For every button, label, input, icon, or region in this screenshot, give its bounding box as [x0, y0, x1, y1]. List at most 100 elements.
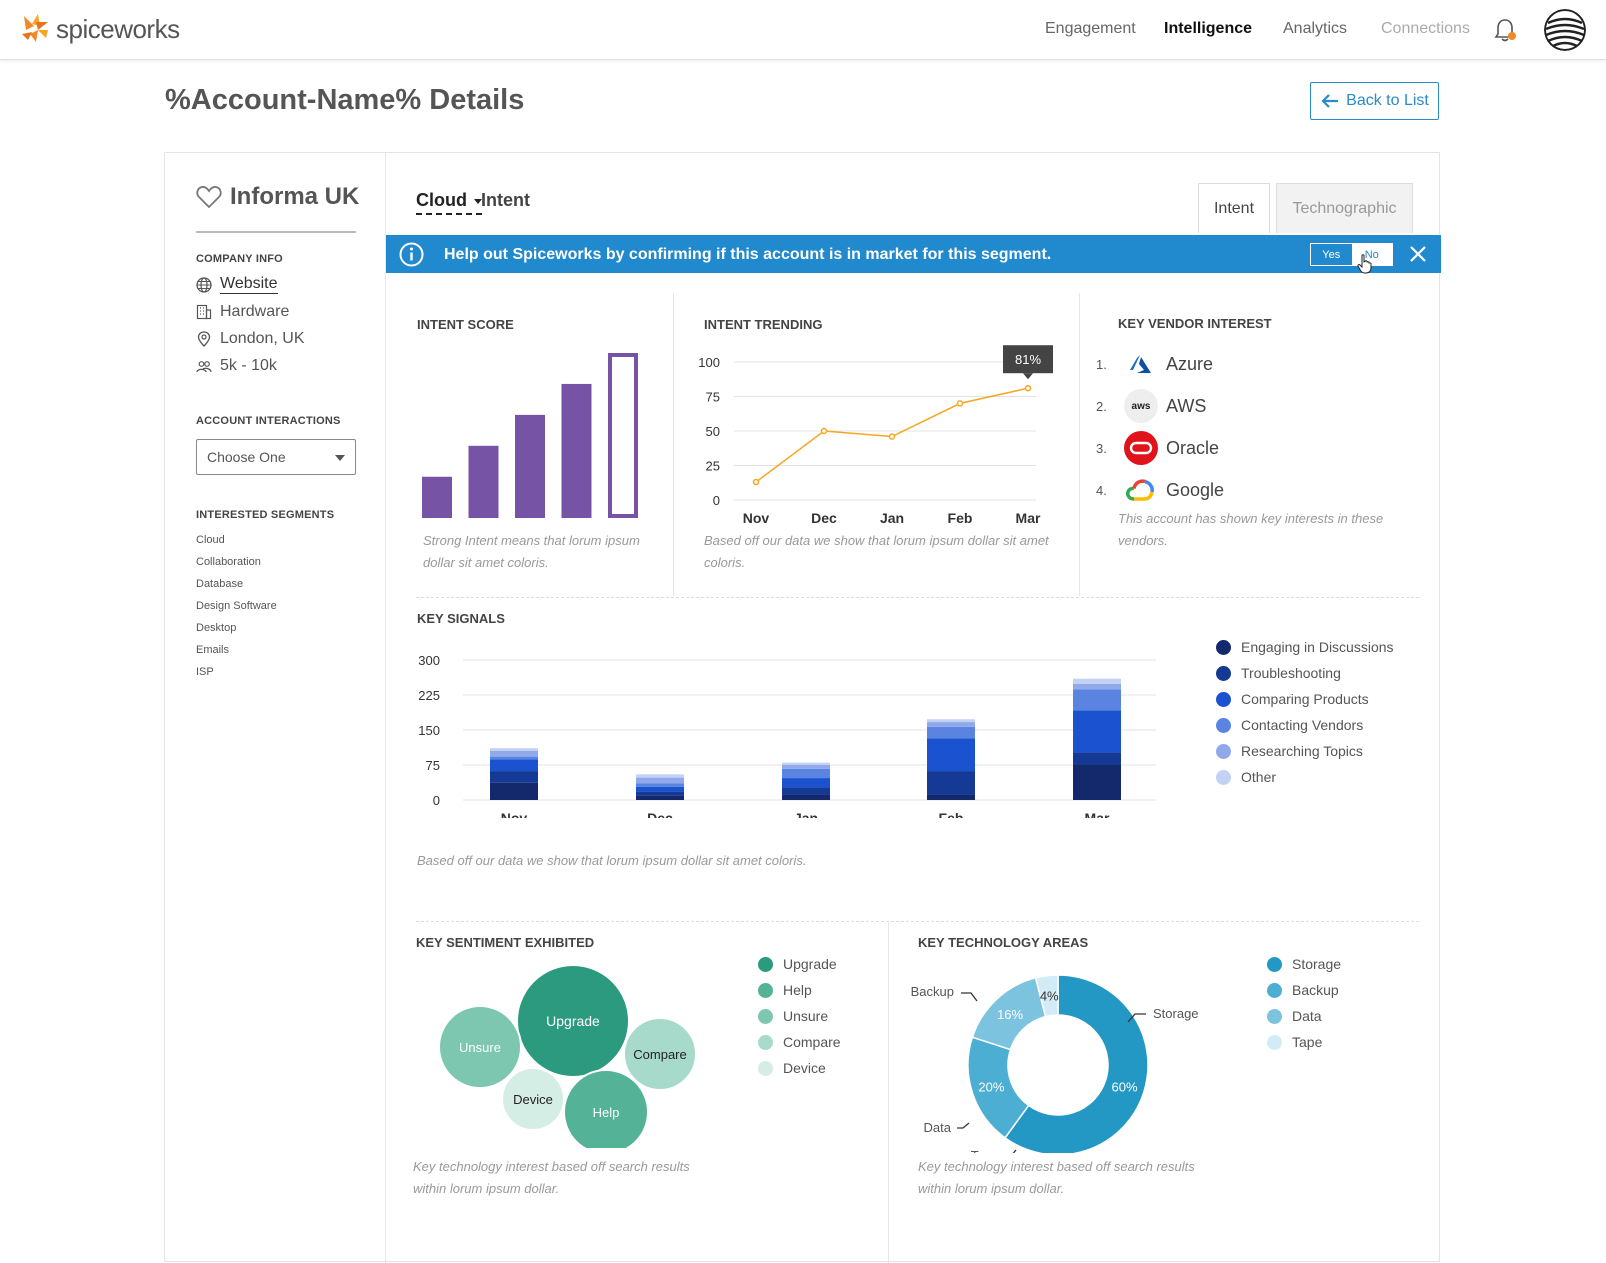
tab-intent[interactable]: Intent — [1198, 183, 1270, 233]
segment-item-emails[interactable]: Emails — [196, 644, 230, 656]
legend-item: Compare — [758, 1034, 841, 1050]
notification-bell-icon[interactable] — [1493, 17, 1517, 43]
legend-label: Compare — [783, 1034, 841, 1050]
signal-bar-segment — [927, 738, 975, 772]
segment-content: Cloud Intent Intent Technographic Help o… — [386, 153, 1441, 1263]
spiceworks-logo-icon — [22, 14, 48, 42]
vendor-item: 4. Google — [1096, 473, 1224, 507]
signal-bar-segment — [490, 751, 538, 757]
key-sentiment-note: Key technology interest based off search… — [413, 1159, 690, 1196]
vendor-name: Oracle — [1166, 437, 1220, 458]
legend-dot — [758, 956, 773, 972]
heart-icon[interactable] — [196, 185, 222, 209]
building-icon — [196, 304, 212, 320]
legend-dot — [1216, 717, 1231, 733]
x-tick-label: Mar — [1085, 810, 1110, 818]
nav-intelligence[interactable]: Intelligence — [1164, 20, 1253, 37]
signal-bar-segment — [636, 777, 684, 784]
intent-trend-point — [956, 400, 964, 407]
segment-item-cloud[interactable]: Cloud — [196, 534, 225, 546]
azure-icon — [1124, 347, 1158, 381]
tech-leader-line — [961, 992, 978, 1002]
select-placeholder: Choose One — [207, 449, 286, 465]
website-label: Website — [220, 275, 278, 294]
sentiment-bubble-label: Upgrade — [546, 1013, 600, 1029]
people-icon — [196, 361, 212, 373]
signal-bar-segment — [636, 795, 684, 800]
key-sentiment-heading: KEY SENTIMENT EXHIBITED — [416, 935, 595, 950]
tech-callout-label: Data — [924, 1120, 952, 1135]
back-to-list-label: Back to List — [1346, 92, 1429, 109]
segment-item-design-software[interactable]: Design Software — [196, 600, 277, 612]
nav-engagement[interactable]: Engagement — [1045, 20, 1136, 37]
key-technology-heading: KEY TECHNOLOGY AREAS — [918, 935, 1089, 950]
yes-button[interactable]: Yes — [1311, 244, 1352, 265]
legend-label: Troubleshooting — [1241, 665, 1341, 681]
segment-item-collaboration[interactable]: Collaboration — [196, 556, 261, 568]
account-details-card: Informa UK COMPANY INFO Website Hardware — [164, 152, 1441, 1263]
segment-dropdown[interactable]: Cloud — [416, 190, 483, 215]
intent-trending-chart: 0 25 50 75 100 Nov Dec Jan Feb Mar 81% — [698, 345, 1053, 526]
legend-dot — [758, 982, 773, 998]
legend-item: Help — [758, 982, 812, 998]
signal-bar-segment — [1073, 689, 1121, 711]
banner-text: Help out Spiceworks by confirming if thi… — [444, 246, 1052, 263]
sentiment-bubble-label: Unsure — [459, 1040, 501, 1055]
info-icon — [399, 242, 424, 267]
tech-callout-label: Backup — [911, 984, 954, 999]
signal-bar-segment — [782, 765, 830, 769]
user-avatar[interactable] — [1544, 9, 1586, 51]
signal-bar-segment — [782, 762, 830, 765]
legend-label: Help — [783, 982, 812, 998]
account-interactions-select[interactable]: Choose One — [196, 439, 356, 475]
close-icon[interactable] — [1408, 244, 1428, 264]
divider — [416, 921, 1419, 922]
divider — [416, 597, 1419, 598]
tech-slice-label: 60% — [1112, 1080, 1138, 1095]
company-size-label: 5k - 10k — [220, 357, 277, 374]
legend-label: Engaging in Discussions — [1241, 639, 1394, 655]
legend-label: Backup — [1292, 982, 1339, 998]
spiceworks-logo[interactable]: spiceworks — [20, 12, 180, 46]
nav-analytics[interactable]: Analytics — [1283, 20, 1348, 37]
tech-leader-line — [1127, 1013, 1146, 1023]
google-cloud-icon — [1124, 473, 1158, 507]
legend-item: Researching Topics — [1216, 743, 1363, 759]
divider — [673, 293, 674, 596]
arrow-left-icon — [1321, 94, 1339, 108]
legend-label: Storage — [1292, 956, 1342, 972]
legend-item: Engaging in Discussions — [1216, 639, 1394, 655]
signal-bar-segment — [490, 748, 538, 751]
nav-connections[interactable]: Connections — [1381, 20, 1470, 37]
account-name: Informa UK — [230, 183, 360, 210]
y-tick-label: 0 — [433, 793, 440, 808]
segment-item-desktop[interactable]: Desktop — [196, 622, 237, 634]
tooltip-box — [1003, 345, 1053, 374]
legend-label: Comparing Products — [1241, 691, 1369, 707]
intent-score-note: Strong Intent means that lorum ipsum dol… — [423, 533, 640, 570]
account-header: Informa UK — [196, 183, 359, 211]
segment-item-database[interactable]: Database — [196, 578, 244, 590]
y-tick-label: 75 — [426, 758, 440, 773]
intent-trend-point — [1024, 384, 1032, 392]
key-technology-chart: 60% 20% 16% 4% Storage Backup Data Tape — [911, 974, 1199, 1153]
legend-item: Device — [758, 1060, 826, 1076]
account-sidebar: Informa UK COMPANY INFO Website Hardware — [165, 153, 386, 1263]
segment-item-isp[interactable]: ISP — [196, 666, 214, 678]
signal-bar-segment — [927, 722, 975, 727]
website-link[interactable]: Website — [196, 275, 278, 294]
x-tick-label: Jan — [880, 510, 904, 526]
vendor-name: AWS — [1166, 395, 1207, 416]
tech-slice-label: 20% — [978, 1080, 1004, 1095]
industry-label: Hardware — [220, 303, 290, 320]
legend-item: Unsure — [758, 1008, 828, 1024]
signal-bar-segment — [1073, 765, 1121, 800]
y-tick-label: 150 — [418, 723, 440, 738]
y-tick-label: 25 — [706, 459, 720, 474]
signal-bar-segment — [1073, 683, 1121, 690]
vendor-item: 3. Oracle — [1096, 431, 1219, 465]
tech-callout-label: Tape — [971, 1148, 999, 1153]
back-to-list-button[interactable]: Back to List — [1310, 82, 1439, 120]
tab-technographic[interactable]: Technographic — [1276, 183, 1413, 233]
y-tick-label: 300 — [418, 653, 440, 668]
